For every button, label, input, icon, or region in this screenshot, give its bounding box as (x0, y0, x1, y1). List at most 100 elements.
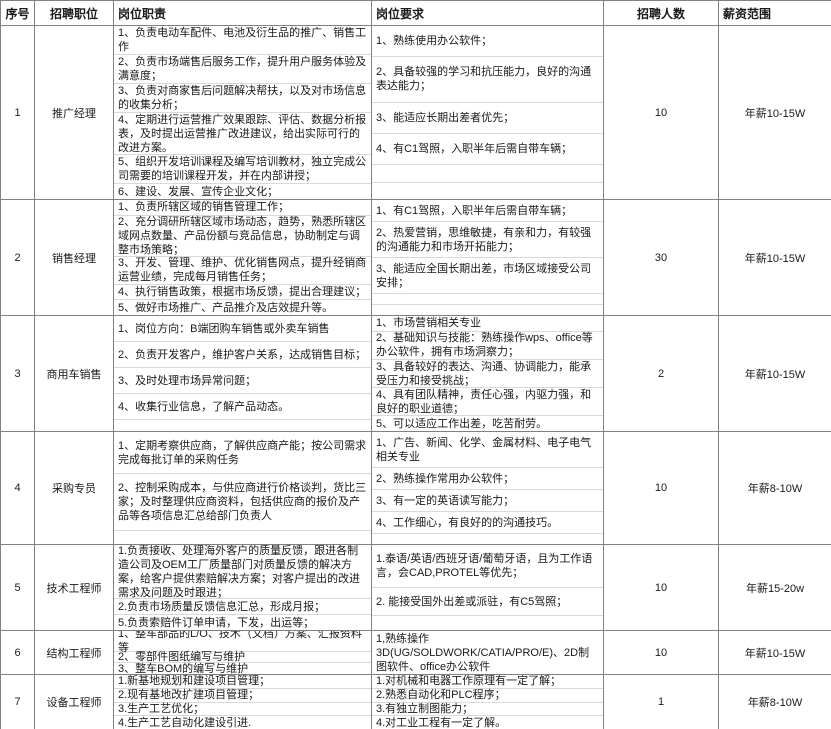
list-item: 2、负责市场端售后服务工作，提升用户服务体验及满意度； (114, 55, 371, 84)
item-list: 1、熟练使用办公软件； 2、具备较强的学习和抗压能力，良好的沟通表达能力； 3、能适… (372, 27, 603, 199)
list-item: 2. 能接受国外出差或派驻，有C5驾照； (372, 588, 603, 617)
item-list: 1.泰语/英语/西班牙语/葡萄牙语，且为工作语言，会CAD,PROTEL等优先；… (372, 546, 603, 630)
headcount-cell: 10 (603, 544, 719, 631)
header-salary: 薪资范围 (718, 0, 831, 26)
list-item (115, 420, 371, 431)
list-item: 5.负责索赔件订单申请，下发，出运等； (118, 616, 315, 629)
row-number-cell: 4 (0, 431, 35, 545)
list-item (373, 183, 603, 199)
table-header: 序号 招聘职位 岗位职责 岗位要求 招聘人数 薪资范围 (0, 0, 831, 26)
row-number-cell: 2 (0, 199, 35, 316)
list-item: 2.负责市场质量反馈信息汇总，形成月报； (114, 599, 371, 616)
item-list: 1、负责所辖区域的销售管理工作； 2、充分调研所辖区域市场动态，趋势，熟悉所辖区域… (114, 201, 371, 315)
duties-cell: 1、负责电动车配件、电池及衍生品的推广、销售工作 2、负责市场端售后服务工作，提升… (113, 25, 372, 200)
table-row: 5 技术工程师 1.负责接收、处理海外客户的质量反馈，跟进各制造公司及OEM工厂质量… (0, 544, 831, 631)
salary-cell: 年薪15-20w (718, 544, 831, 631)
list-item: 1、负责电动车配件、电池及衍生品的推广、销售工作 (114, 27, 371, 55)
header-seq: 序号 (0, 0, 35, 26)
list-item: 1、熟练使用办公软件； (372, 27, 603, 58)
item-list: 1.对机械和电器工作原理有一定了解； 2.熟悉自动化和PLC程序； 3.有独立制图能… (372, 676, 603, 729)
item-list: 1、整车部品的L/O、技术（文档）方案、汇报资料等 2、零部件图纸编写与维护 3、整… (114, 632, 371, 675)
item-list: 1,熟练操作3D(UG/SOLDWORK/CATIA/PRO/E)、2D制图软件… (373, 632, 603, 674)
header-position: 招聘职位 (34, 0, 114, 26)
requirements-cell: 1、广告、新闻、化学、金属材料、电子电气相关专业 2、熟练操作常用办公软件； 3、有… (371, 431, 604, 545)
list-item: 4、执行销售政策，根据市场反馈，提出合理建议； (114, 285, 371, 301)
position-cell: 结构工程师 (34, 630, 114, 675)
headcount-cell: 30 (603, 199, 719, 316)
list-item: 3、整车BOM的编写与维护 (118, 662, 249, 675)
list-item: 5、做好市场推广、产品推介及店效提升等。 (118, 301, 334, 314)
table-row: 4 采购专员 1、定期考察供应商，了解供应商产能；按公司需求完成每批订单的采购任务 2… (0, 431, 831, 545)
list-item: 1.负责接收、处理海外客户的质量反馈，跟进各制造公司及OEM工厂质量部门对质量反… (114, 546, 371, 600)
list-item: 1、市场营销相关专业 (372, 317, 603, 332)
header-duties: 岗位职责 (113, 0, 372, 26)
list-item: 4、收集行业信息，了解产品动态。 (114, 394, 371, 420)
table-row: 7 设备工程师 1.新基地规划和建设项目管理； 2.现有基地改扩建项目管理； 3.生产工… (0, 674, 831, 729)
item-list: 1、定期考察供应商，了解供应商产能；按公司需求完成每批订单的采购任务 2、控制采购… (114, 433, 371, 544)
item-list: 1、市场营销相关专业 2、基础知识与技能：熟练操作wps、office等办公软件，… (372, 317, 603, 431)
list-item: 3.生产工艺优化； (114, 703, 371, 717)
position-cell: 采购专员 (34, 431, 114, 545)
list-item: 4、定期进行运营推广效果跟踪、评估、数据分析报表，及时提出运营推广改进建议，给出… (114, 113, 371, 155)
row-number-cell: 3 (0, 315, 35, 432)
requirements-cell: 1、有C1驾照，入职半年后需自带车辆； 2、热爱营销，思维敏捷，有亲和力，有较强的… (371, 199, 604, 316)
position-cell: 推广经理 (34, 25, 114, 200)
list-item: 1、岗位方向：B端团购车销售或外卖车销售 (114, 317, 371, 342)
table-body: 1 推广经理 1、负责电动车配件、电池及衍生品的推广、销售工作 2、负责市场端售后服务… (0, 25, 831, 729)
item-list: 1、有C1驾照，入职半年后需自带车辆； 2、热爱营销，思维敏捷，有亲和力，有较强的… (372, 201, 603, 315)
list-item: 5、组织开发培训课程及编写培训教材，独立完成公司需要的培训课程开发，并在内部讲授… (114, 155, 371, 184)
row-number-cell: 5 (0, 544, 35, 631)
item-list: 1.新基地规划和建设项目管理； 2.现有基地改扩建项目管理； 3.生产工艺优化； 4.… (114, 676, 371, 729)
requirements-cell: 1.对机械和电器工作原理有一定了解； 2.熟悉自动化和PLC程序； 3.有独立制图能… (371, 674, 604, 729)
item-list: 1.负责接收、处理海外客户的质量反馈，跟进各制造公司及OEM工厂质量部门对质量反… (114, 546, 371, 630)
list-item: 2、热爱营销，思维敏捷，有亲和力，有较强的沟通能力和市场开拓能力； (372, 222, 603, 258)
list-item: 1、负责所辖区域的销售管理工作； (114, 201, 371, 216)
list-item: 2.现有基地改扩建项目管理； (114, 689, 371, 703)
duties-cell: 1、负责所辖区域的销售管理工作； 2、充分调研所辖区域市场动态，趋势，熟悉所辖区域… (113, 199, 372, 316)
row-number-cell: 7 (0, 674, 35, 729)
header-headcount: 招聘人数 (603, 0, 719, 26)
item-list: 1、负责电动车配件、电池及衍生品的推广、销售工作 2、负责市场端售后服务工作，提升… (114, 27, 371, 199)
header-row: 序号 招聘职位 岗位职责 岗位要求 招聘人数 薪资范围 (0, 0, 831, 26)
salary-cell: 年薪8-10W (718, 431, 831, 545)
list-item: 2、充分调研所辖区域市场动态，趋势，熟悉所辖区域网点数量、产品份额与竞品信息，协… (114, 216, 371, 257)
list-item: 1.新基地规划和建设项目管理； (114, 676, 371, 689)
list-item: 4.生产工艺自动化建设引进. (118, 716, 252, 729)
list-item: 1、整车部品的L/O、技术（文档）方案、汇报资料等 (114, 632, 371, 654)
list-item: 3.有独立制图能力； (372, 703, 603, 717)
list-item: 4.对工业工程有一定了解。 (376, 716, 507, 729)
list-item: 3、能适应长期出差者优先； (372, 103, 603, 134)
duties-cell: 1、整车部品的L/O、技术（文档）方案、汇报资料等 2、零部件图纸编写与维护 3、整… (113, 630, 372, 675)
headcount-cell: 10 (603, 431, 719, 545)
position-cell: 设备工程师 (34, 674, 114, 729)
position-cell: 销售经理 (34, 199, 114, 316)
list-item: 2、具备较强的学习和抗压能力，良好的沟通表达能力； (372, 57, 603, 103)
list-item: 2、控制采购成本，与供应商进行价格谈判，货比三家；及时整理供应商资料，包括供应商… (114, 474, 371, 531)
requirements-cell: 1、熟练使用办公软件； 2、具备较强的学习和抗压能力，良好的沟通表达能力； 3、能适… (371, 25, 604, 200)
list-item: 3、及时处理市场异常问题； (114, 368, 371, 394)
list-item (373, 616, 603, 629)
list-item: 4、工作细心，有良好的的沟通技巧。 (372, 512, 603, 534)
list-item: 1、定期考察供应商，了解供应商产能；按公司需求完成每批订单的采购任务 (114, 433, 371, 475)
salary-cell: 年薪10-15W (718, 25, 831, 200)
list-item: 1、有C1驾照，入职半年后需自带车辆； (372, 201, 603, 222)
list-item: 2.熟悉自动化和PLC程序； (372, 689, 603, 703)
row-number-cell: 1 (0, 25, 35, 200)
salary-cell: 年薪10-15W (718, 199, 831, 316)
table-row: 2 销售经理 1、负责所辖区域的销售管理工作； 2、充分调研所辖区域市场动态，趋势，熟… (0, 199, 831, 316)
list-item: 2、基础知识与技能：熟练操作wps、office等办公软件，拥有市场洞察力； (372, 332, 603, 360)
duties-cell: 1、定期考察供应商，了解供应商产能；按公司需求完成每批订单的采购任务 2、控制采购… (113, 431, 372, 545)
list-item: 3、负责对商家售后问题解决帮扶，以及对市场信息的收集分析； (114, 84, 371, 113)
list-item: 3、能适应全国长期出差，市场区域接受公司安排； (372, 258, 603, 294)
list-item: 2、零部件图纸编写与维护 (114, 651, 371, 664)
requirements-cell: 1.泰语/英语/西班牙语/葡萄牙语，且为工作语言，会CAD,PROTEL等优先；… (371, 544, 604, 631)
list-item: 1.泰语/英语/西班牙语/葡萄牙语，且为工作语言，会CAD,PROTEL等优先； (372, 546, 603, 588)
list-item: 6、建设、发展、宣传企业文化； (118, 185, 279, 198)
requirements-cell: 1、市场营销相关专业 2、基础知识与技能：熟练操作wps、office等办公软件，… (371, 315, 604, 432)
requirements-cell: 1,熟练操作3D(UG/SOLDWORK/CATIA/PRO/E)、2D制图软件… (371, 630, 604, 675)
salary-cell: 年薪8-10W (718, 674, 831, 729)
list-item: 3、开发、管理、维护、优化销售网点，提升经销商运营业绩，完成每月销售任务； (114, 257, 371, 285)
list-item: 5、可以适应工作出差，吃苦耐劳。 (376, 417, 548, 430)
